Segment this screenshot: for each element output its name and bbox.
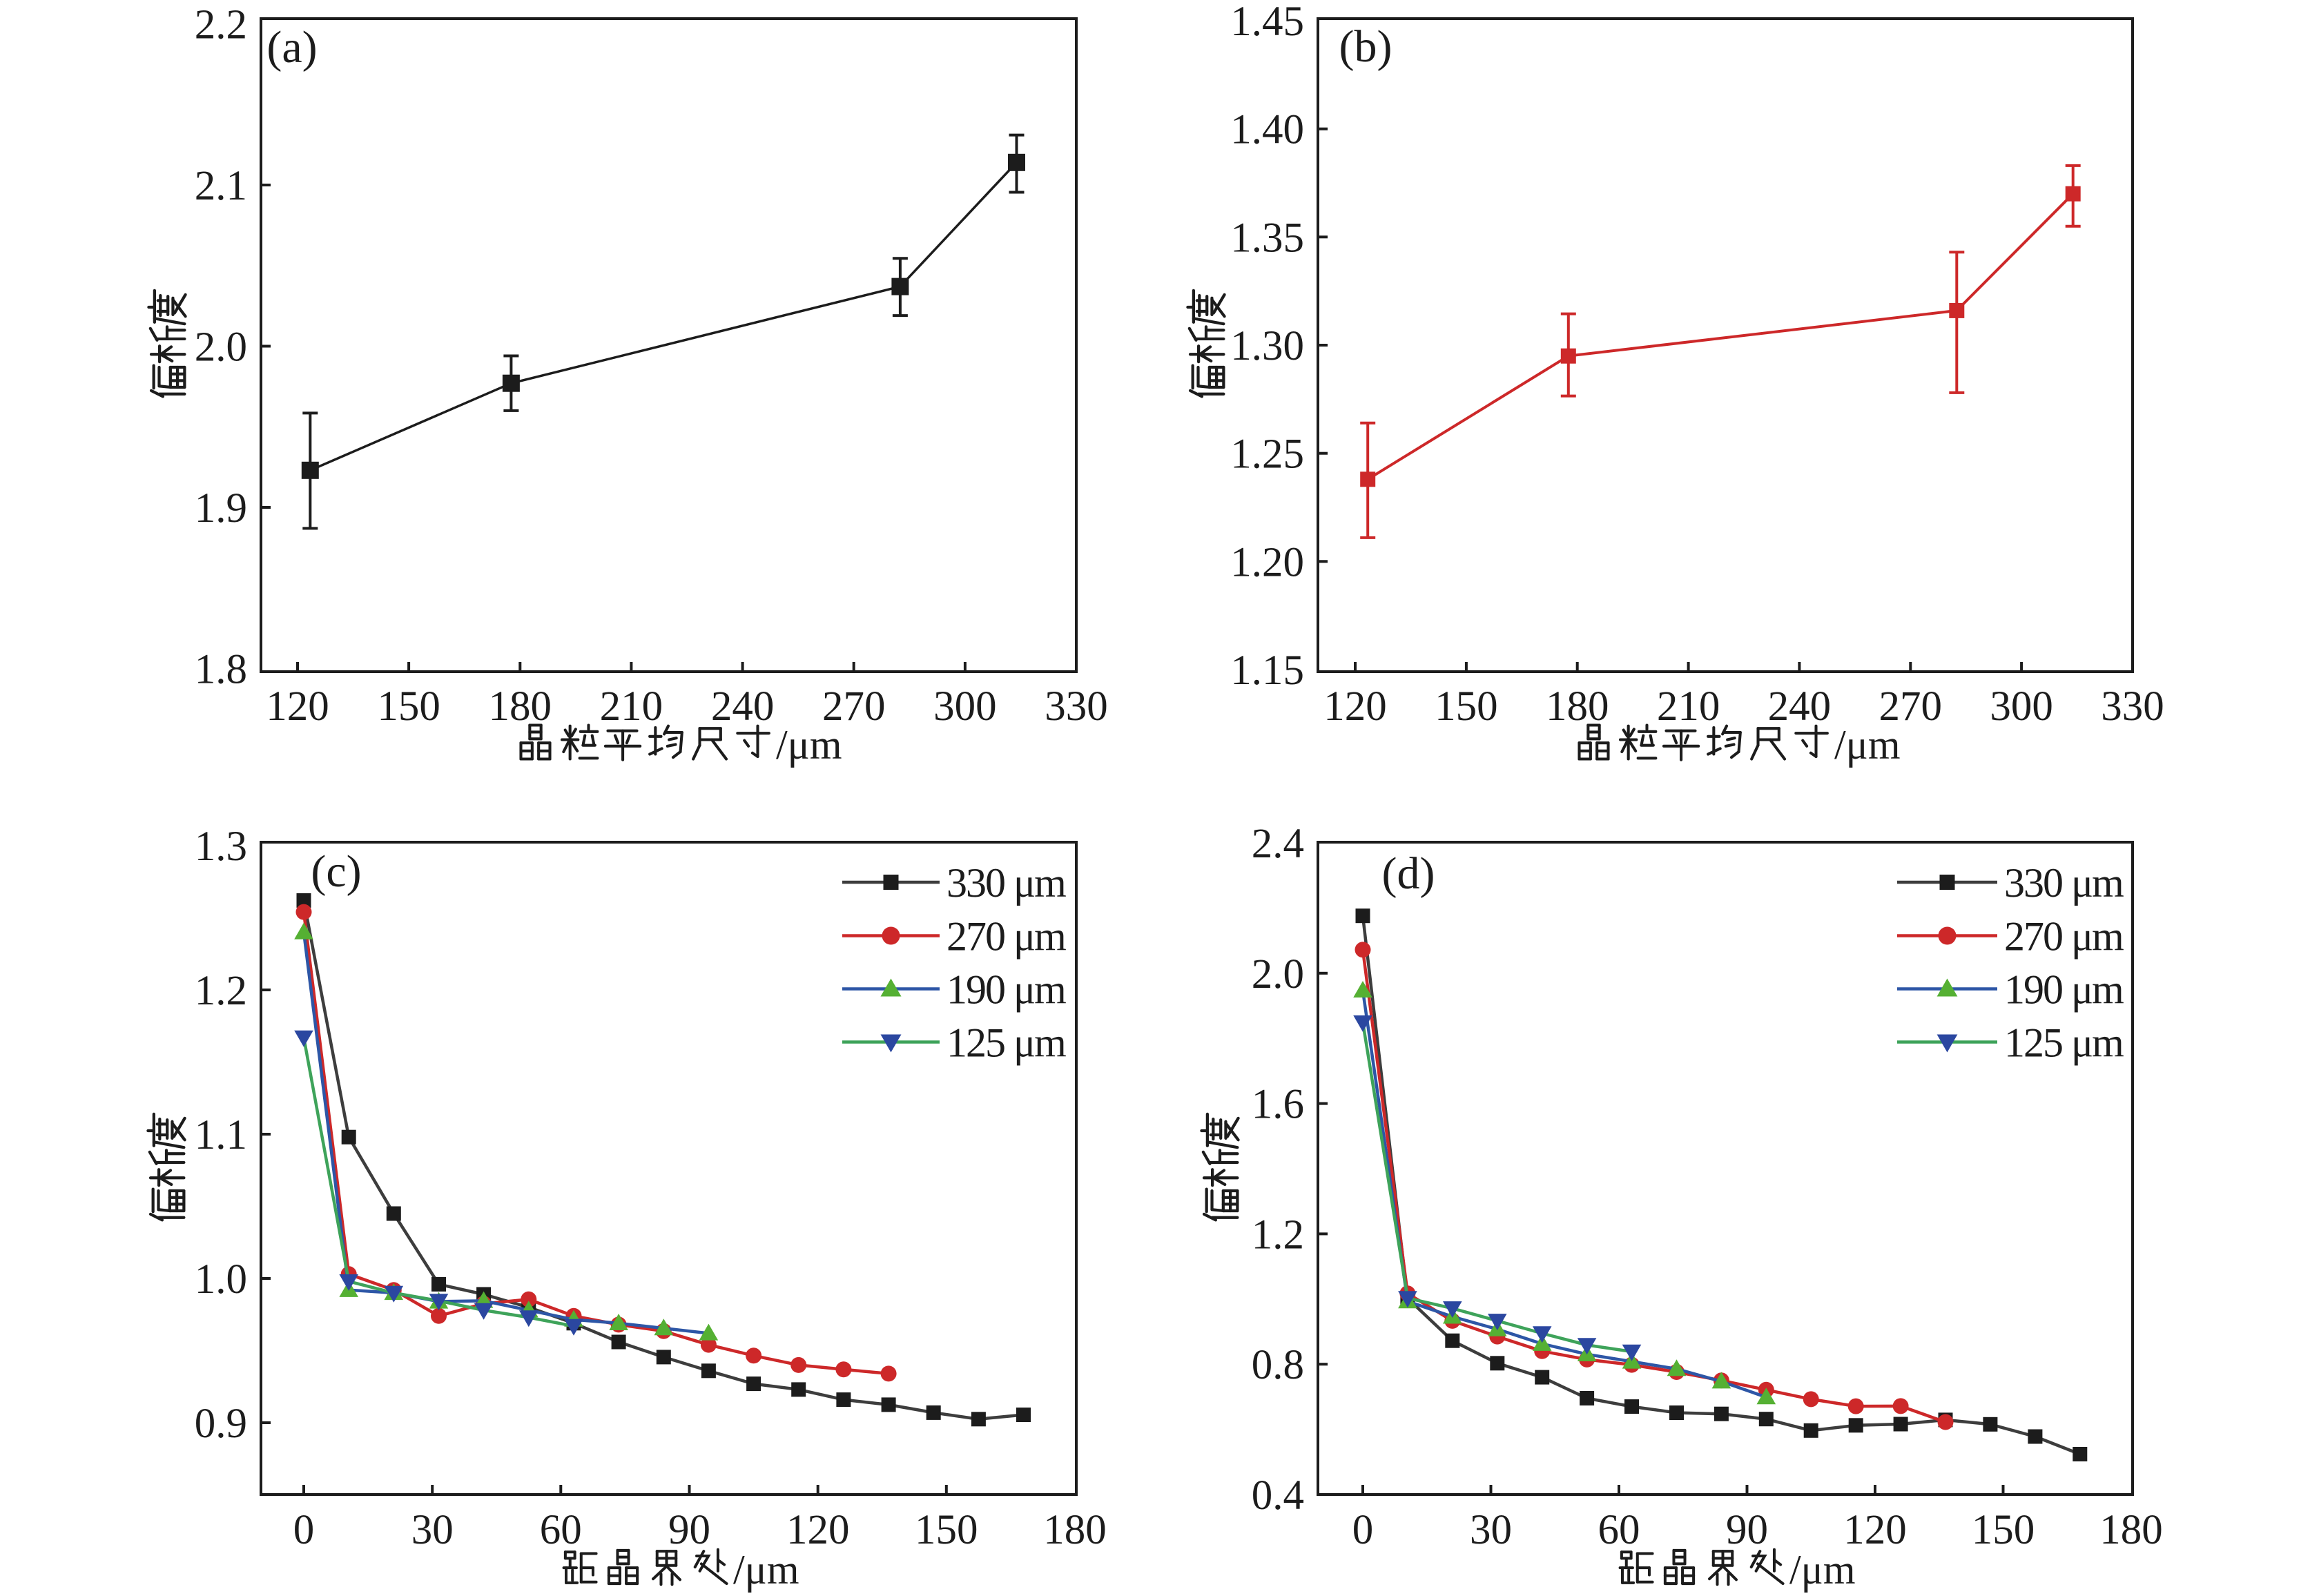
svg-text:330: 330 bbox=[2101, 683, 2164, 730]
svg-text:125 μm: 125 μm bbox=[2004, 1020, 2124, 1066]
svg-text:/μm: /μm bbox=[733, 1547, 799, 1593]
svg-text:1.45: 1.45 bbox=[1230, 0, 1304, 45]
svg-text:1.9: 1.9 bbox=[195, 485, 247, 532]
svg-text:180: 180 bbox=[489, 683, 552, 730]
svg-text:60: 60 bbox=[540, 1507, 582, 1553]
svg-text:190 μm: 190 μm bbox=[2004, 967, 2124, 1013]
svg-text:(c): (c) bbox=[311, 846, 361, 897]
svg-text:270 μm: 270 μm bbox=[2004, 914, 2124, 960]
svg-text:270: 270 bbox=[822, 683, 886, 730]
svg-text:90: 90 bbox=[668, 1507, 710, 1553]
svg-text:60: 60 bbox=[1598, 1507, 1640, 1553]
svg-text:1.6: 1.6 bbox=[1252, 1082, 1304, 1128]
svg-text:2.0: 2.0 bbox=[1252, 951, 1304, 998]
svg-text:1.8: 1.8 bbox=[195, 647, 247, 693]
svg-text:0.8: 0.8 bbox=[1252, 1342, 1304, 1388]
svg-text:300: 300 bbox=[1990, 683, 2053, 730]
svg-text:190 μm: 190 μm bbox=[947, 967, 1066, 1013]
svg-text:240: 240 bbox=[1768, 683, 1832, 730]
svg-text:0.9: 0.9 bbox=[195, 1401, 247, 1447]
svg-text:1.1: 1.1 bbox=[195, 1112, 247, 1158]
svg-text:/μm: /μm bbox=[1789, 1547, 1856, 1593]
svg-text:(b): (b) bbox=[1339, 21, 1392, 72]
svg-text:2.0: 2.0 bbox=[195, 324, 247, 371]
svg-text:(a): (a) bbox=[266, 22, 317, 72]
svg-text:30: 30 bbox=[411, 1507, 454, 1553]
svg-text:120: 120 bbox=[266, 683, 329, 730]
svg-text:125 μm: 125 μm bbox=[947, 1020, 1066, 1066]
svg-text:1.40: 1.40 bbox=[1230, 107, 1304, 153]
svg-text:1.3: 1.3 bbox=[195, 824, 247, 870]
svg-text:1.0: 1.0 bbox=[195, 1256, 247, 1303]
svg-text:330 μm: 330 μm bbox=[2004, 860, 2124, 906]
svg-text:1.2: 1.2 bbox=[195, 968, 247, 1014]
svg-text:120: 120 bbox=[786, 1507, 850, 1553]
svg-text:1.2: 1.2 bbox=[1252, 1211, 1304, 1258]
svg-text:/μm: /μm bbox=[776, 722, 842, 768]
svg-text:270: 270 bbox=[1879, 683, 1943, 730]
svg-text:2.4: 2.4 bbox=[1252, 821, 1304, 867]
svg-text:1.20: 1.20 bbox=[1230, 539, 1304, 585]
svg-text:330: 330 bbox=[1045, 683, 1108, 730]
svg-text:/μm: /μm bbox=[1834, 722, 1901, 768]
svg-text:1.15: 1.15 bbox=[1230, 648, 1304, 694]
svg-text:180: 180 bbox=[1043, 1507, 1107, 1553]
svg-text:270 μm: 270 μm bbox=[947, 914, 1066, 960]
svg-text:210: 210 bbox=[1657, 683, 1720, 730]
svg-text:210: 210 bbox=[600, 683, 663, 730]
svg-text:30: 30 bbox=[1470, 1507, 1512, 1553]
svg-text:240: 240 bbox=[711, 683, 775, 730]
svg-text:0: 0 bbox=[293, 1507, 315, 1553]
svg-text:180: 180 bbox=[1546, 683, 1609, 730]
svg-text:2.2: 2.2 bbox=[195, 2, 247, 48]
svg-text:90: 90 bbox=[1726, 1507, 1768, 1553]
svg-text:0.4: 0.4 bbox=[1252, 1472, 1304, 1519]
svg-text:1.30: 1.30 bbox=[1230, 323, 1304, 369]
svg-text:150: 150 bbox=[1972, 1507, 2035, 1553]
svg-text:120: 120 bbox=[1843, 1507, 1907, 1553]
svg-text:1.35: 1.35 bbox=[1230, 215, 1304, 261]
svg-text:150: 150 bbox=[1435, 683, 1498, 730]
svg-text:150: 150 bbox=[915, 1507, 978, 1553]
svg-text:120: 120 bbox=[1323, 683, 1387, 730]
svg-text:2.1: 2.1 bbox=[195, 163, 247, 209]
svg-text:(d): (d) bbox=[1382, 848, 1435, 899]
svg-text:330 μm: 330 μm bbox=[947, 860, 1066, 906]
svg-text:150: 150 bbox=[377, 683, 440, 730]
svg-text:180: 180 bbox=[2099, 1507, 2163, 1553]
svg-text:300: 300 bbox=[933, 683, 997, 730]
svg-text:0: 0 bbox=[1352, 1507, 1374, 1553]
svg-text:1.25: 1.25 bbox=[1230, 431, 1304, 478]
